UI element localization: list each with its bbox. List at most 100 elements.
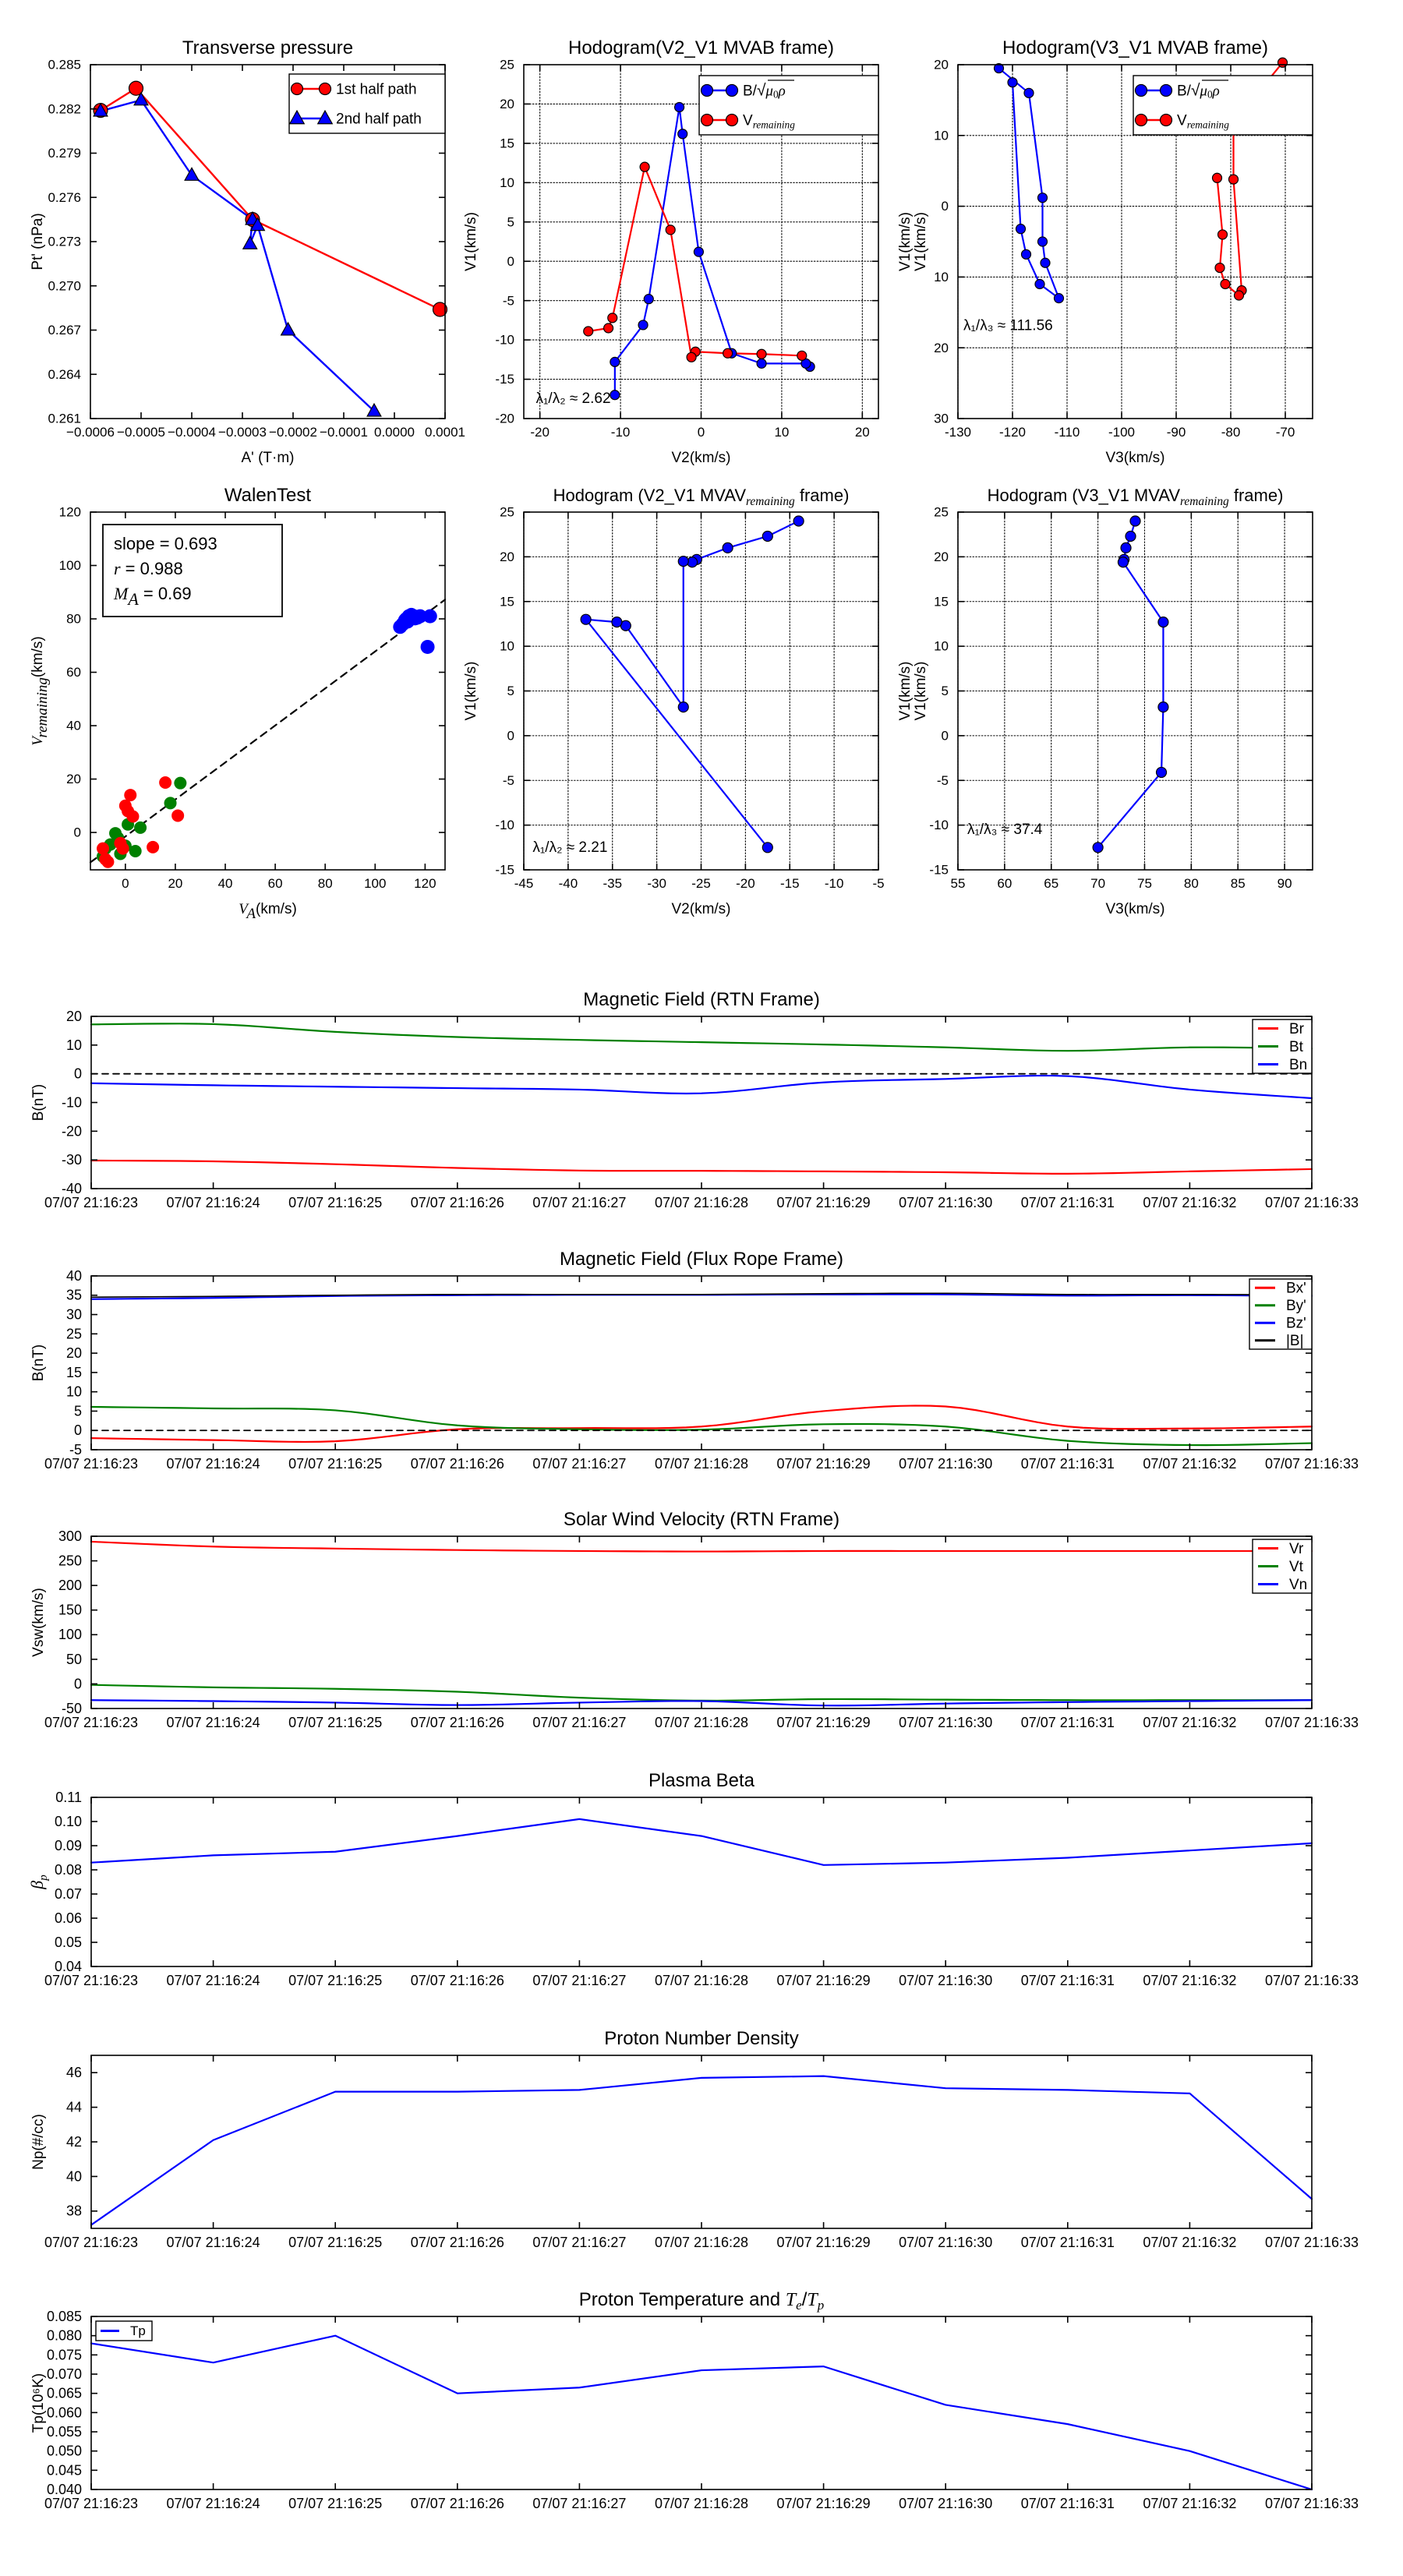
svg-text:07/07 21:16:23: 07/07 21:16:23	[44, 1456, 138, 1472]
svg-text:-130: -130	[945, 425, 971, 440]
svg-text:Tp: Tp	[130, 2323, 146, 2338]
svg-text:07/07 21:16:33: 07/07 21:16:33	[1265, 2235, 1359, 2250]
svg-text:Proton Number Density: Proton Number Density	[604, 2028, 798, 2049]
svg-text:15: 15	[500, 136, 514, 151]
svg-text:07/07 21:16:28: 07/07 21:16:28	[655, 1973, 748, 1988]
svg-text:0.040: 0.040	[47, 2482, 82, 2497]
svg-text:07/07 21:16:30: 07/07 21:16:30	[899, 1456, 992, 1472]
svg-text:07/07 21:16:26: 07/07 21:16:26	[411, 2496, 504, 2511]
svg-text:0.0000: 0.0000	[374, 425, 415, 440]
svg-text:07/07 21:16:25: 07/07 21:16:25	[288, 1973, 382, 1988]
svg-text:λ₁/λ₂ ≈ 2.21: λ₁/λ₂ ≈ 2.21	[532, 839, 607, 856]
svg-text:15: 15	[66, 1365, 82, 1380]
svg-text:Np(#/cc): Np(#/cc)	[30, 2114, 47, 2170]
svg-text:-30: -30	[62, 1152, 82, 1168]
svg-text:-10: -10	[62, 1094, 82, 1110]
svg-text:40: 40	[66, 719, 81, 733]
svg-text:15: 15	[934, 594, 949, 609]
svg-text:5: 5	[942, 684, 949, 698]
svg-text:20: 20	[66, 1009, 82, 1024]
svg-text:-40: -40	[559, 876, 578, 891]
svg-text:V1(km/s): V1(km/s)	[913, 662, 929, 721]
svg-text:07/07 21:16:32: 07/07 21:16:32	[1143, 1715, 1236, 1730]
svg-text:42: 42	[66, 2134, 82, 2150]
svg-text:07/07 21:16:23: 07/07 21:16:23	[44, 2235, 138, 2250]
svg-text:07/07 21:16:26: 07/07 21:16:26	[411, 1195, 504, 1210]
svg-text:−0.0004: −0.0004	[168, 425, 216, 440]
svg-text:07/07 21:16:30: 07/07 21:16:30	[899, 1195, 992, 1210]
svg-text:07/07 21:16:31: 07/07 21:16:31	[1021, 1973, 1115, 1988]
svg-text:07/07 21:16:29: 07/07 21:16:29	[777, 1973, 871, 1988]
svg-text:0.055: 0.055	[47, 2424, 82, 2440]
svg-text:07/07 21:16:25: 07/07 21:16:25	[288, 1456, 382, 1472]
svg-text:Hodogram (V2_V1 MVAVremaining: Hodogram (V2_V1 MVAVremaining frame)	[553, 486, 850, 508]
svg-text:07/07 21:16:27: 07/07 21:16:27	[532, 1973, 626, 1988]
svg-text:slope = 0.693: slope = 0.693	[114, 534, 217, 553]
svg-text:|B|: |B|	[1286, 1333, 1304, 1349]
svg-text:10: 10	[66, 1037, 82, 1053]
svg-text:07/07 21:16:28: 07/07 21:16:28	[655, 2496, 748, 2511]
svg-text:25: 25	[66, 1326, 82, 1341]
svg-text:0: 0	[698, 425, 705, 440]
svg-text:07/07 21:16:27: 07/07 21:16:27	[532, 2496, 626, 2511]
svg-text:07/07 21:16:28: 07/07 21:16:28	[655, 1456, 748, 1472]
svg-text:-15: -15	[929, 863, 949, 878]
svg-text:Plasma Beta: Plasma Beta	[648, 1770, 755, 1791]
svg-text:Hodogram(V2_V1 MVAB frame): Hodogram(V2_V1 MVAB frame)	[568, 37, 834, 58]
svg-text:-45: -45	[514, 876, 534, 891]
svg-text:10: 10	[934, 270, 949, 284]
svg-text:Transverse pressure: Transverse pressure	[182, 37, 353, 58]
svg-text:1st half path: 1st half path	[336, 81, 417, 97]
svg-text:0: 0	[74, 1066, 82, 1082]
svg-text:07/07 21:16:31: 07/07 21:16:31	[1021, 1195, 1115, 1210]
svg-text:Hodogram (V3_V1 MVAVremaining: Hodogram (V3_V1 MVAVremaining frame)	[988, 486, 1284, 508]
svg-text:07/07 21:16:30: 07/07 21:16:30	[899, 1715, 992, 1730]
svg-text:λ₁/λ₂ ≈ 2.62: λ₁/λ₂ ≈ 2.62	[536, 390, 611, 407]
svg-text:0.04: 0.04	[55, 1959, 82, 1974]
svg-text:07/07 21:16:26: 07/07 21:16:26	[411, 1715, 504, 1730]
svg-text:Bt: Bt	[1289, 1039, 1304, 1055]
svg-text:0.11: 0.11	[55, 1790, 82, 1805]
svg-text:−0.0006: −0.0006	[66, 425, 115, 440]
svg-text:0: 0	[74, 1676, 82, 1691]
svg-text:07/07 21:16:24: 07/07 21:16:24	[167, 1715, 260, 1730]
svg-text:5: 5	[507, 214, 514, 229]
svg-text:-20: -20	[495, 412, 514, 426]
svg-text:-30: -30	[647, 876, 666, 891]
svg-text:−0.0005: −0.0005	[117, 425, 165, 440]
svg-text:07/07 21:16:29: 07/07 21:16:29	[777, 1195, 871, 1210]
svg-text:20: 20	[66, 1345, 82, 1361]
svg-text:07/07 21:16:24: 07/07 21:16:24	[167, 1195, 260, 1210]
svg-text:10: 10	[934, 128, 949, 143]
svg-text:0: 0	[507, 728, 514, 743]
svg-text:80: 80	[1184, 876, 1199, 891]
svg-text:Hodogram(V3_V1 MVAB frame): Hodogram(V3_V1 MVAB frame)	[1002, 37, 1268, 58]
svg-text:5: 5	[507, 684, 514, 698]
svg-text:07/07 21:16:24: 07/07 21:16:24	[167, 1973, 260, 1988]
svg-text:07/07 21:16:32: 07/07 21:16:32	[1143, 1973, 1236, 1988]
svg-text:07/07 21:16:25: 07/07 21:16:25	[288, 2235, 382, 2250]
svg-text:100: 100	[364, 876, 386, 891]
svg-text:0.270: 0.270	[48, 278, 81, 293]
svg-text:100: 100	[59, 558, 81, 573]
svg-text:85: 85	[1231, 876, 1246, 891]
svg-text:25: 25	[500, 505, 514, 520]
svg-text:25: 25	[934, 505, 949, 520]
svg-text:07/07 21:16:23: 07/07 21:16:23	[44, 2496, 138, 2511]
svg-text:0: 0	[942, 728, 949, 743]
svg-text:-10: -10	[929, 818, 949, 832]
svg-text:20: 20	[934, 58, 949, 72]
svg-text:40: 40	[66, 2168, 82, 2184]
svg-text:V1(km/s): V1(km/s)	[463, 212, 479, 271]
svg-text:0.276: 0.276	[48, 190, 81, 205]
svg-text:-20: -20	[530, 425, 550, 440]
svg-text:07/07 21:16:33: 07/07 21:16:33	[1265, 1973, 1359, 1988]
svg-text:75: 75	[1137, 876, 1152, 891]
svg-text:0.060: 0.060	[47, 2405, 82, 2420]
svg-text:07/07 21:16:27: 07/07 21:16:27	[532, 2235, 626, 2250]
svg-text:-10: -10	[611, 425, 631, 440]
svg-text:−0.0001: −0.0001	[320, 425, 368, 440]
svg-text:44: 44	[66, 2100, 82, 2115]
svg-text:200: 200	[58, 1578, 82, 1593]
svg-text:V1(km/s): V1(km/s)	[897, 662, 914, 721]
